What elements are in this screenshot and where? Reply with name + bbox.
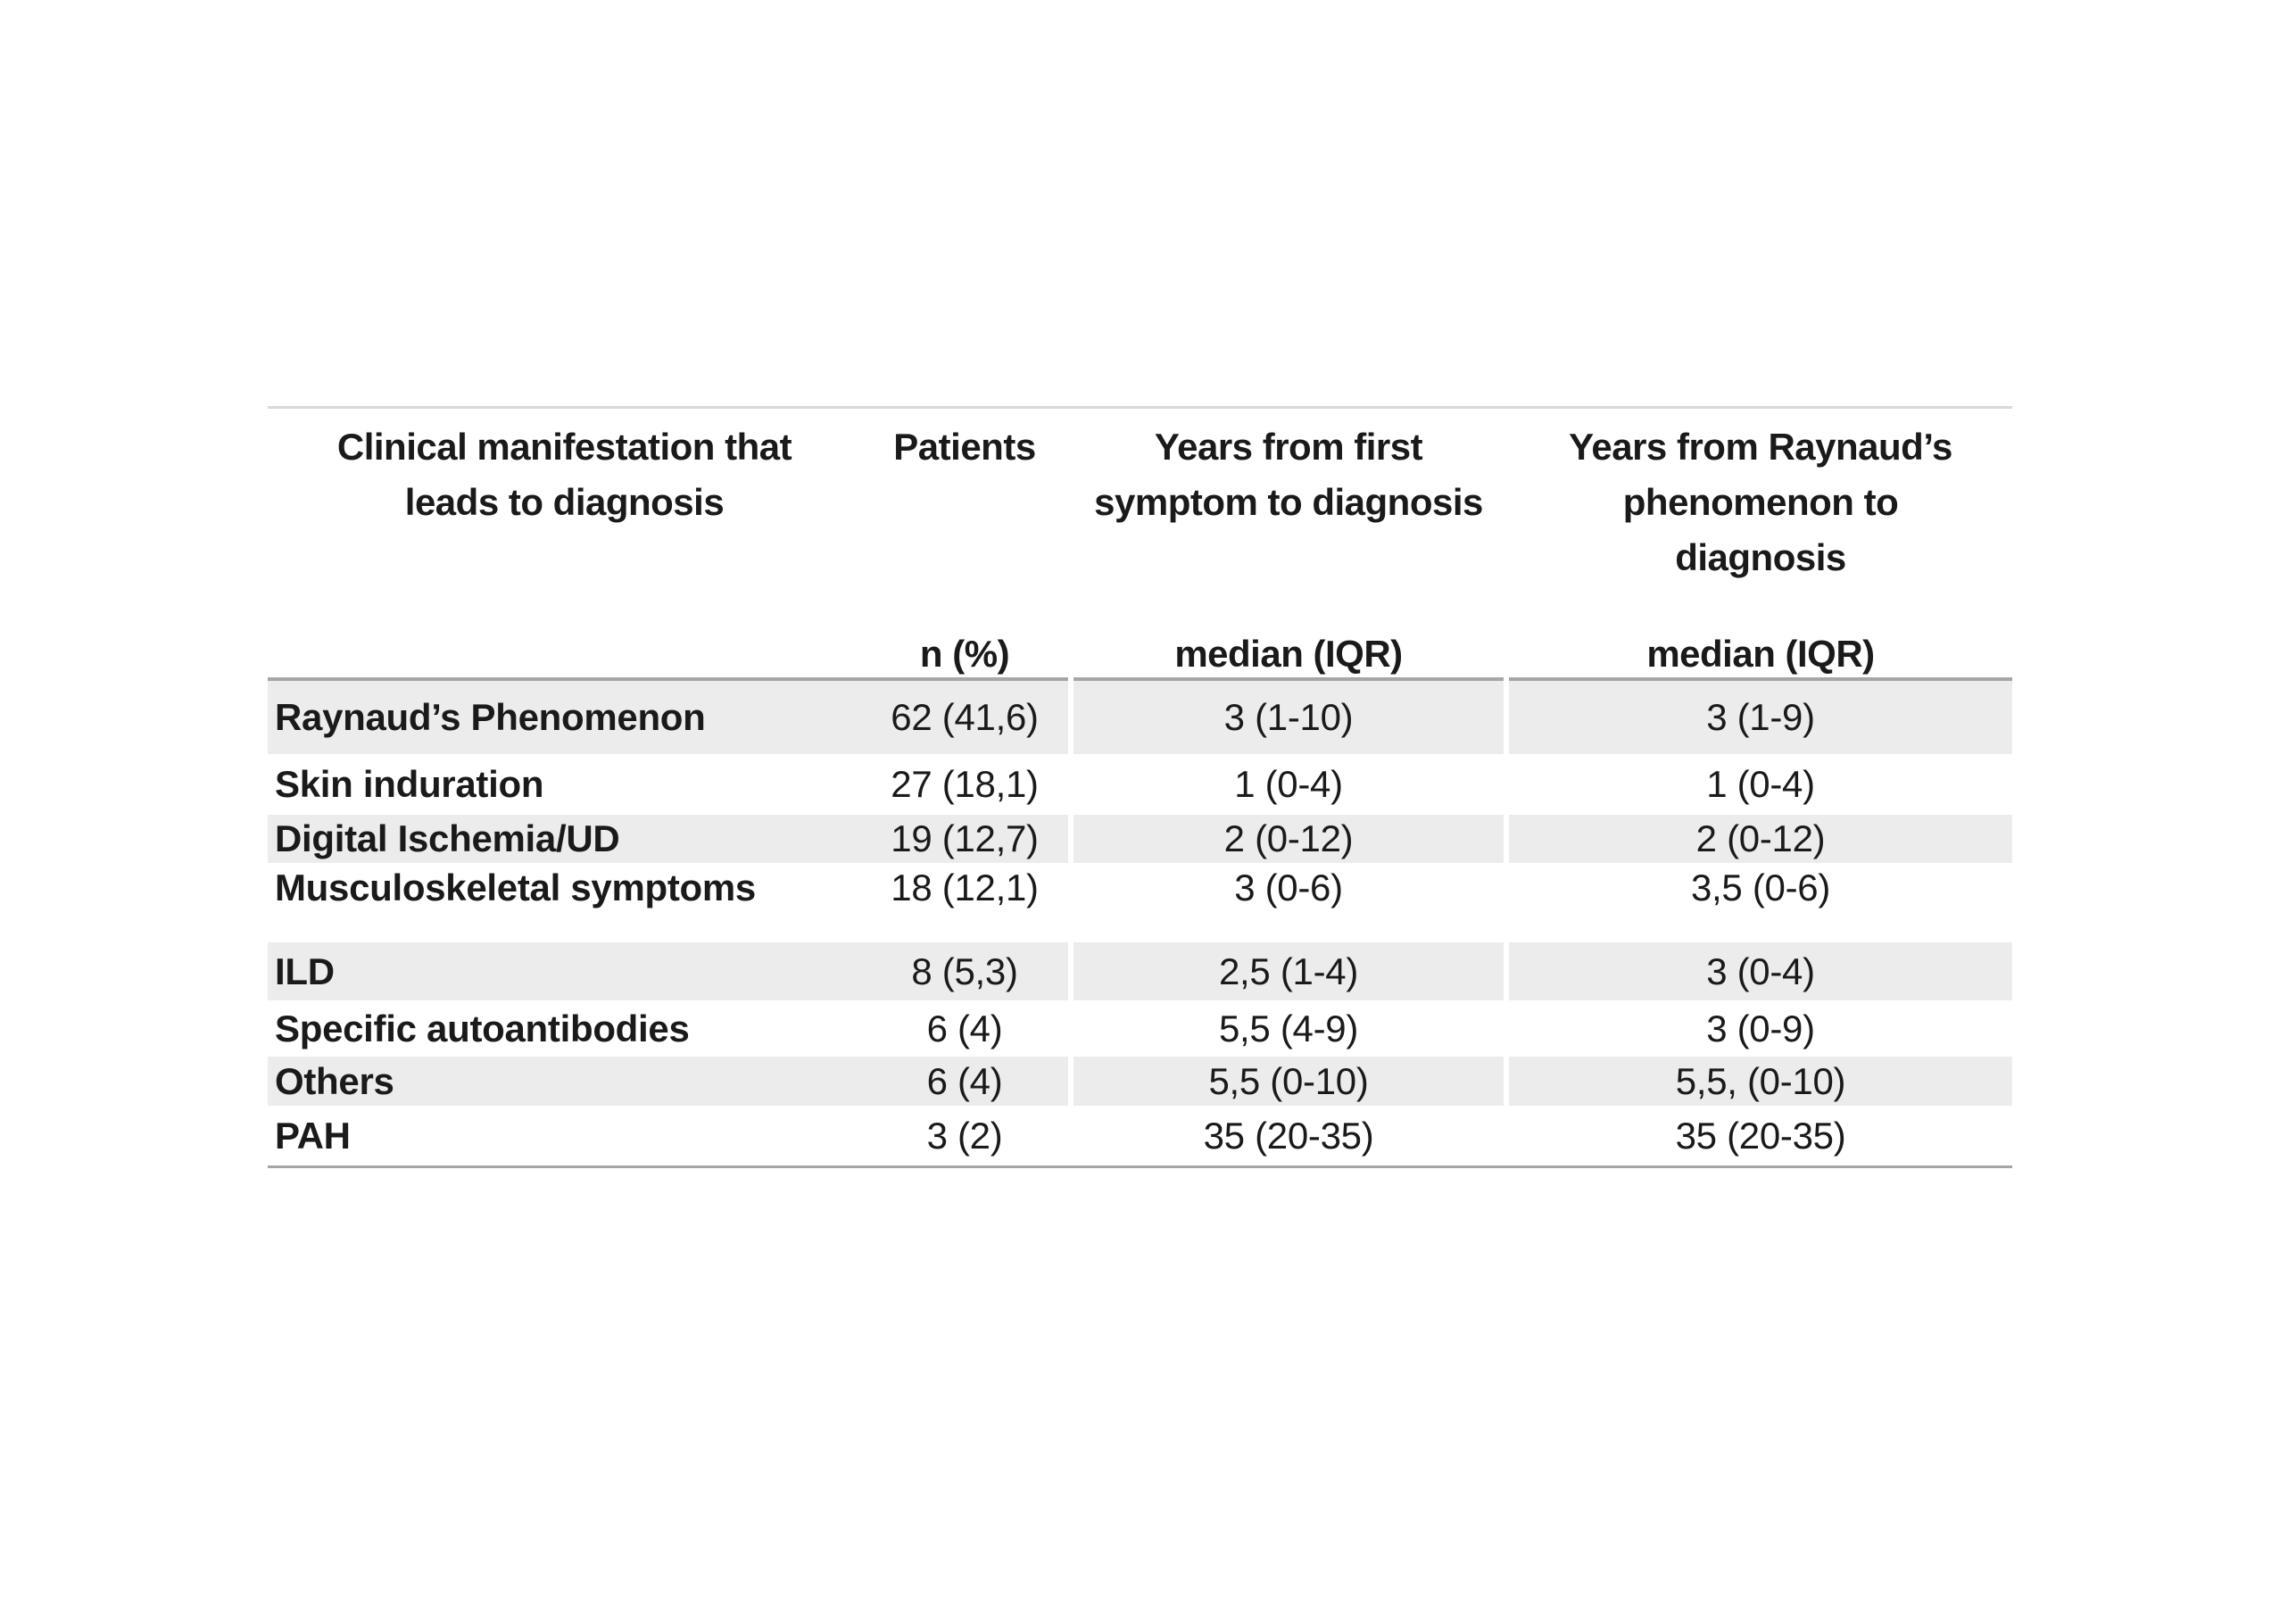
column-title: Clinical manifestation that leads to dia… <box>336 426 792 523</box>
row-label: PAH <box>275 1114 351 1157</box>
table-row: Digital Ischemia/UD 19 (12,7) 2 (0-12) 2… <box>268 815 2012 863</box>
table-top-border <box>268 406 2012 409</box>
clinical-manifestation-table: Clinical manifestation that leads to dia… <box>268 406 2012 1168</box>
row-label: Digital Ischemia/UD <box>268 815 861 863</box>
years-raynaud-value: 5,5, (0-10) <box>1509 1057 2012 1106</box>
years-raynaud-value: 3,5 (0-6) <box>1690 867 1831 908</box>
row-label: Skin induration <box>275 763 544 805</box>
table-row: Musculoskeletal symptoms 18 (12,1) 3 (0-… <box>268 863 2012 913</box>
years-raynaud-value: 3 (1-9) <box>1509 681 2012 754</box>
patients-n-pct-value: 8 (5,3) <box>861 942 1068 1000</box>
row-label: Raynaud’s Phenomenon <box>268 681 861 754</box>
years-first-symptom-value: 5,5 (0-10) <box>1073 1057 1504 1106</box>
column-title: Patients <box>893 426 1036 468</box>
row-label: Musculoskeletal symptoms <box>275 867 756 908</box>
table-bottom-border <box>268 1165 2012 1168</box>
years-first-symptom-value: 35 (20-35) <box>1203 1114 1374 1157</box>
patients-n-pct-value: 6 (4) <box>861 1057 1068 1106</box>
table-row: Raynaud’s Phenomenon 62 (41,6) 3 (1-10) … <box>268 681 2012 754</box>
column-title: Years from Raynaud’s phenomenon to diagn… <box>1569 426 1952 578</box>
patients-n-pct-value: 6 (4) <box>926 1007 1003 1049</box>
years-first-symptom-value: 2,5 (1-4) <box>1073 942 1504 1000</box>
years-first-symptom-value: 3 (1-10) <box>1073 681 1504 754</box>
years-raynaud-value: 35 (20-35) <box>1675 1114 1846 1157</box>
years-raynaud-value: 1 (0-4) <box>1706 763 1815 805</box>
patients-n-pct-value: 62 (41,6) <box>861 681 1068 754</box>
table-section-gap <box>268 913 2012 942</box>
table-header: Clinical manifestation that leads to dia… <box>268 409 2012 681</box>
years-raynaud-value: 2 (0-12) <box>1509 815 2012 863</box>
column-header-clinical-manifestation: Clinical manifestation that leads to dia… <box>268 409 861 681</box>
years-first-symptom-value: 1 (0-4) <box>1234 763 1343 805</box>
years-raynaud-value: 3 (0-4) <box>1509 942 2012 1000</box>
years-first-symptom-value: 2 (0-12) <box>1073 815 1504 863</box>
patients-n-pct-value: 27 (18,1) <box>891 763 1039 805</box>
column-header-years-first-symptom: Years from first symptom to diagnosis me… <box>1073 409 1504 681</box>
column-subheader: median (IQR) <box>1646 633 1875 675</box>
row-label: Others <box>268 1057 861 1106</box>
column-subheader: n (%) <box>919 633 1010 675</box>
table-row: Skin induration 27 (18,1) 1 (0-4) 1 (0-4… <box>268 754 2012 815</box>
table-row: Specific autoantibodies 6 (4) 5,5 (4-9) … <box>268 1000 2012 1057</box>
column-header-years-raynaud: Years from Raynaud’s phenomenon to diagn… <box>1509 409 2012 681</box>
row-label: Specific autoantibodies <box>275 1007 690 1049</box>
table-row: PAH 3 (2) 35 (20-35) 35 (20-35) <box>268 1106 2012 1165</box>
years-raynaud-value: 3 (0-9) <box>1706 1007 1815 1049</box>
column-title: Years from first symptom to diagnosis <box>1094 426 1483 523</box>
patients-n-pct-value: 3 (2) <box>926 1114 1003 1157</box>
years-first-symptom-value: 5,5 (4-9) <box>1218 1007 1359 1049</box>
patients-n-pct-value: 18 (12,1) <box>891 867 1039 908</box>
row-label: ILD <box>268 942 861 1000</box>
patients-n-pct-value: 19 (12,7) <box>861 815 1068 863</box>
column-subheader: median (IQR) <box>1174 633 1403 675</box>
years-first-symptom-value: 3 (0-6) <box>1234 867 1343 908</box>
table-row: ILD 8 (5,3) 2,5 (1-4) 3 (0-4) <box>268 942 2012 1000</box>
table-row: Others 6 (4) 5,5 (0-10) 5,5, (0-10) <box>268 1057 2012 1106</box>
column-header-patients: Patients n (%) <box>861 409 1068 681</box>
